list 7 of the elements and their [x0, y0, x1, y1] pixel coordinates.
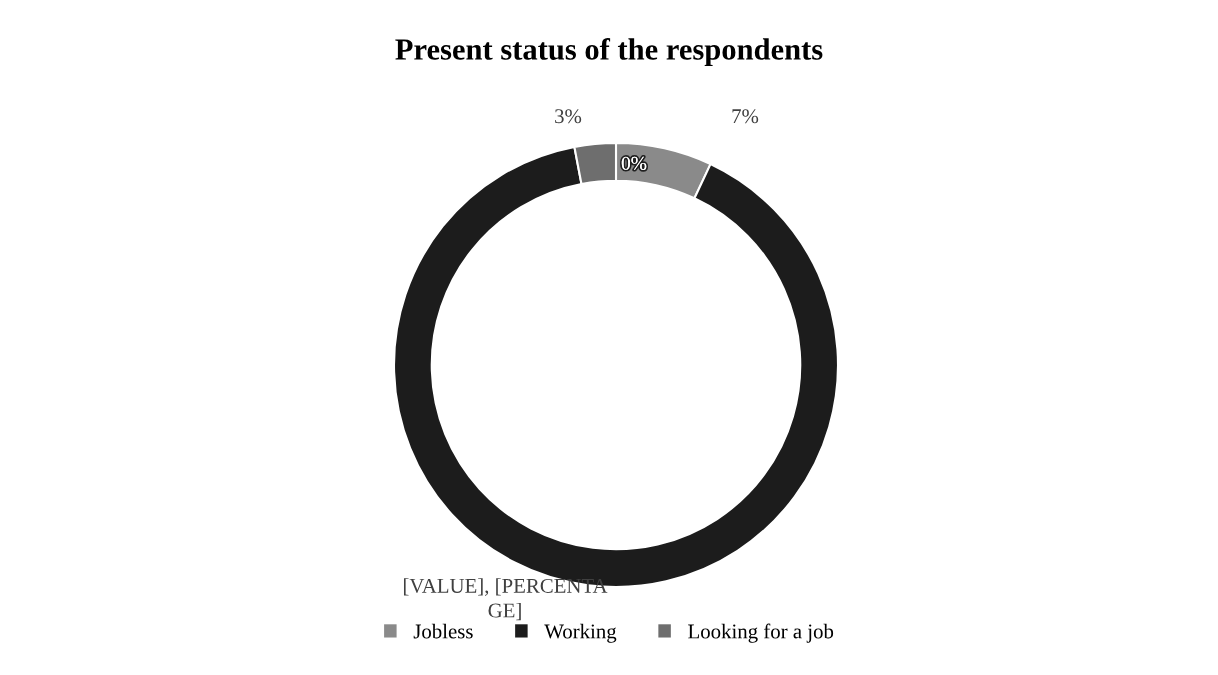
data-label: 3%	[555, 109, 582, 124]
legend-label: Working	[544, 623, 617, 643]
data-label: 7%	[732, 109, 759, 124]
chart-title: Present status of the respondents	[395, 37, 823, 67]
text: 0%	[621, 156, 647, 170]
legend-label: Looking for a job	[688, 623, 834, 643]
legend-label: Jobless	[413, 623, 473, 639]
